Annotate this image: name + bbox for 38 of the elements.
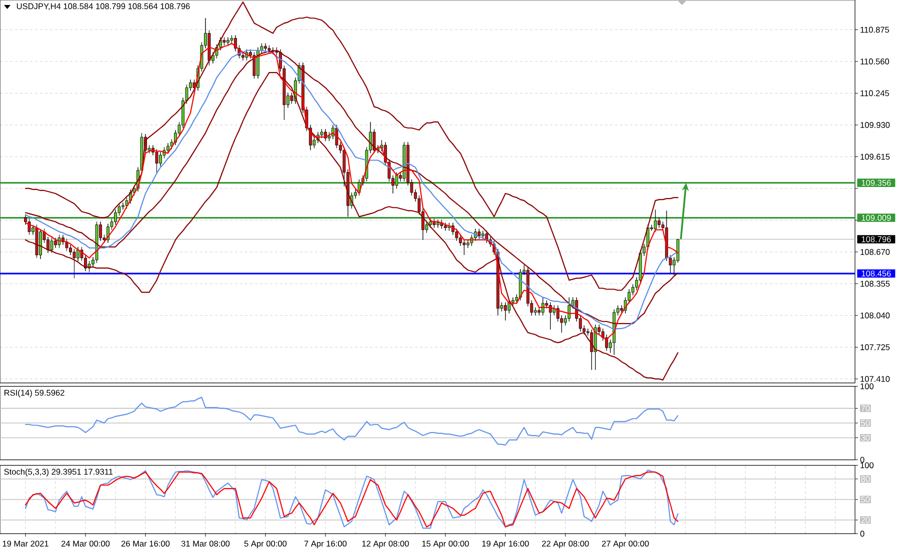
x-tick-label: 26 Mar 16:00 bbox=[121, 540, 170, 547]
y-tick-label: 110.560 bbox=[860, 58, 890, 64]
y-tick-label: 109.615 bbox=[860, 154, 890, 160]
y-tick-label: 50 bbox=[861, 420, 870, 426]
ref-line-label: 109.009 bbox=[862, 214, 891, 221]
ref-line-label: 109.356 bbox=[862, 180, 891, 186]
y-tick-label: 108.355 bbox=[860, 280, 890, 287]
y-tick-label: 108.670 bbox=[860, 249, 890, 255]
x-tick-label: 31 Mar 08:00 bbox=[181, 540, 230, 547]
y-tick-label: 110.875 bbox=[860, 26, 890, 33]
y-tick-label: 100 bbox=[860, 383, 874, 390]
y-tick-label: 107.725 bbox=[860, 344, 890, 350]
x-tick-label: 22 Apr 08:00 bbox=[542, 540, 589, 548]
y-tick-label: 0 bbox=[860, 456, 864, 463]
x-tick-label: 12 Apr 08:00 bbox=[362, 540, 409, 548]
chart-title: RSI(14) 59.5962 bbox=[4, 390, 64, 398]
y-tick-label: 100 bbox=[860, 462, 874, 468]
x-tick-label: 19 Apr 16:00 bbox=[482, 540, 529, 548]
y-tick-label: 80 bbox=[861, 476, 870, 482]
y-tick-label: 50 bbox=[861, 496, 870, 502]
ref-line-label: 108.456 bbox=[862, 270, 891, 276]
ref-line-label: 108.796 bbox=[862, 236, 891, 242]
chart-title: USDJPY,H4 108.584 108.799 108.564 108.796 bbox=[16, 3, 190, 10]
y-tick-label: 109.930 bbox=[860, 122, 890, 128]
y-tick-label: 110.245 bbox=[860, 90, 890, 96]
y-tick-label: 30 bbox=[861, 434, 870, 441]
x-tick-label: 5 Apr 00:00 bbox=[244, 540, 287, 548]
y-tick-label: 107.410 bbox=[860, 376, 890, 382]
x-tick-label: 24 Mar 00:00 bbox=[61, 540, 110, 547]
y-tick-label: 108.040 bbox=[860, 312, 890, 318]
x-tick-label: 19 Mar 2021 bbox=[2, 540, 48, 547]
y-tick-label: 0 bbox=[860, 530, 864, 537]
y-tick-label: 70 bbox=[861, 405, 870, 412]
x-tick-label: 27 Apr 00:00 bbox=[602, 540, 649, 548]
x-tick-label: 15 Apr 00:00 bbox=[422, 540, 469, 548]
x-tick-label: 7 Apr 16:00 bbox=[304, 540, 347, 548]
chart-title: Stoch(5,3,3) 29.3951 17.9311 bbox=[4, 468, 113, 476]
y-tick-label: 20 bbox=[861, 517, 870, 523]
